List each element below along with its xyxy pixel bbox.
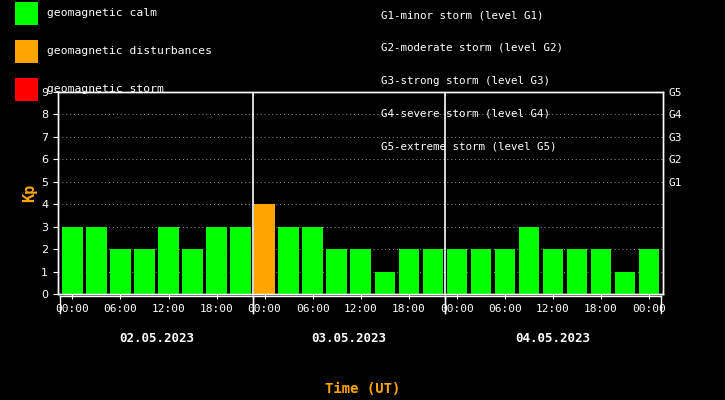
Text: geomagnetic storm: geomagnetic storm bbox=[47, 84, 164, 94]
Bar bbox=[567, 249, 587, 294]
Text: Time (UT): Time (UT) bbox=[325, 382, 400, 396]
Bar bbox=[591, 249, 611, 294]
Bar bbox=[86, 227, 107, 294]
Bar bbox=[278, 227, 299, 294]
Bar bbox=[207, 227, 227, 294]
Text: 02.05.2023: 02.05.2023 bbox=[119, 332, 194, 344]
Bar bbox=[326, 249, 347, 294]
Bar bbox=[615, 272, 635, 294]
Text: geomagnetic disturbances: geomagnetic disturbances bbox=[47, 46, 212, 56]
Text: G4-severe storm (level G4): G4-severe storm (level G4) bbox=[381, 108, 550, 118]
Text: G3-strong storm (level G3): G3-strong storm (level G3) bbox=[381, 76, 550, 86]
Text: G2-moderate storm (level G2): G2-moderate storm (level G2) bbox=[381, 43, 563, 53]
Bar bbox=[302, 227, 323, 294]
Bar bbox=[542, 249, 563, 294]
Bar bbox=[639, 249, 659, 294]
Text: 03.05.2023: 03.05.2023 bbox=[311, 332, 386, 344]
Bar bbox=[110, 249, 130, 294]
Bar bbox=[182, 249, 203, 294]
Bar bbox=[62, 227, 83, 294]
Text: geomagnetic calm: geomagnetic calm bbox=[47, 8, 157, 18]
Bar bbox=[350, 249, 371, 294]
Bar bbox=[134, 249, 154, 294]
Text: G5-extreme storm (level G5): G5-extreme storm (level G5) bbox=[381, 141, 556, 151]
Bar bbox=[231, 227, 251, 294]
Bar bbox=[158, 227, 179, 294]
Y-axis label: Kp: Kp bbox=[22, 184, 37, 202]
Bar bbox=[254, 204, 275, 294]
Bar bbox=[423, 249, 443, 294]
Text: 04.05.2023: 04.05.2023 bbox=[515, 332, 590, 344]
Text: G1-minor storm (level G1): G1-minor storm (level G1) bbox=[381, 10, 543, 20]
Bar bbox=[518, 227, 539, 294]
Bar bbox=[447, 249, 467, 294]
Bar bbox=[471, 249, 491, 294]
Bar bbox=[375, 272, 395, 294]
Bar bbox=[494, 249, 515, 294]
Bar bbox=[399, 249, 419, 294]
